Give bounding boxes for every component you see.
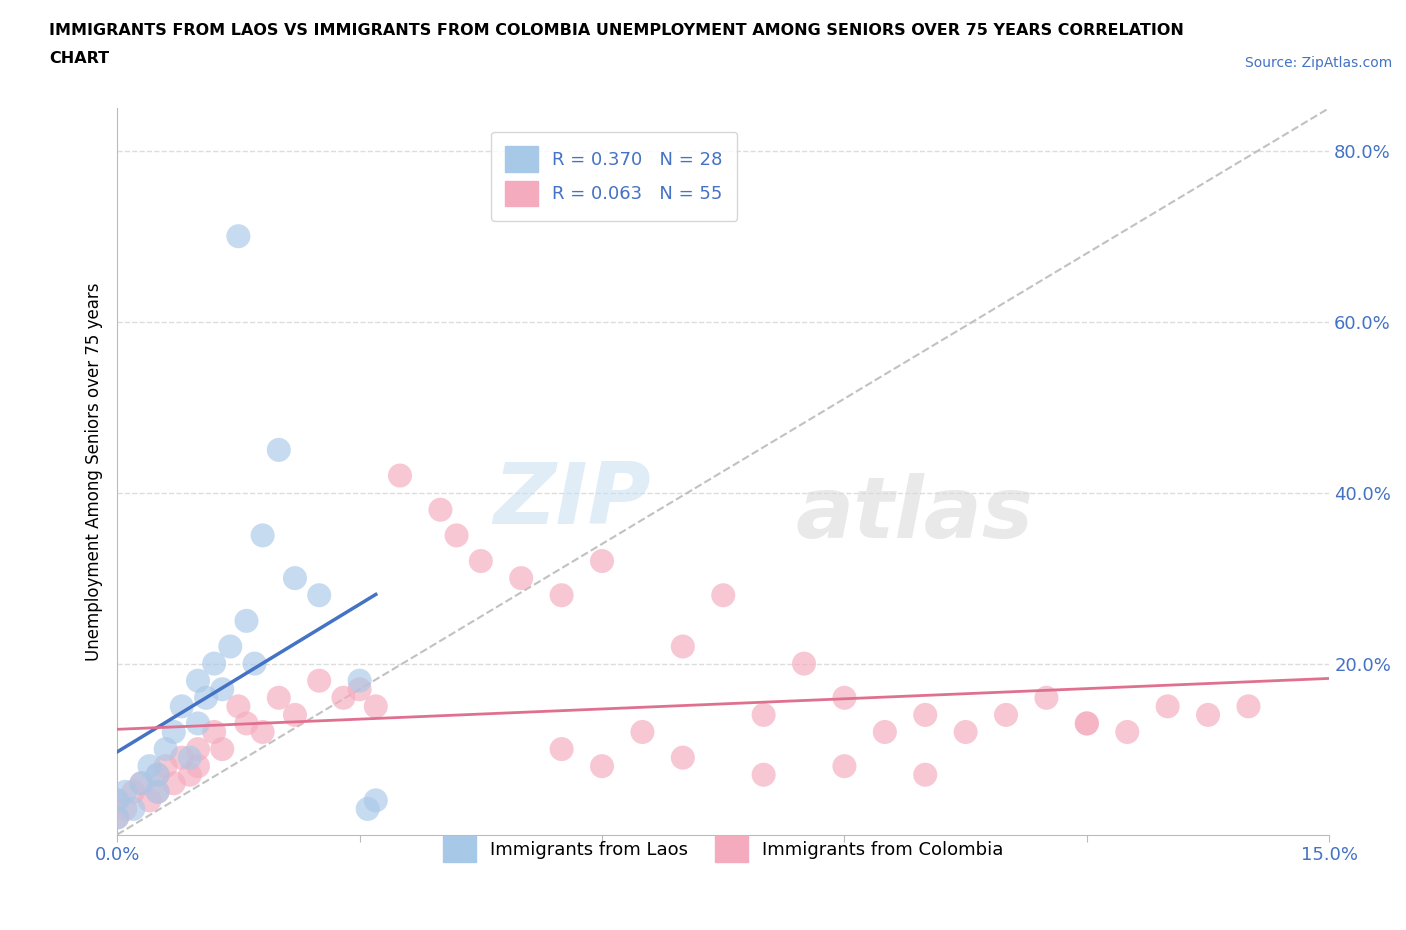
Point xyxy=(873,724,896,739)
Point xyxy=(591,759,613,774)
Point xyxy=(170,699,193,714)
Point xyxy=(1076,716,1098,731)
Point xyxy=(179,767,201,782)
Point xyxy=(146,767,169,782)
Point xyxy=(243,657,266,671)
Legend: Immigrants from Laos, Immigrants from Colombia: Immigrants from Laos, Immigrants from Co… xyxy=(436,830,1011,870)
Point xyxy=(470,553,492,568)
Point xyxy=(711,588,734,603)
Point xyxy=(834,759,856,774)
Point xyxy=(914,767,936,782)
Point xyxy=(228,229,250,244)
Point xyxy=(187,741,209,756)
Point xyxy=(267,443,290,458)
Point xyxy=(308,673,330,688)
Point xyxy=(752,708,775,723)
Text: IMMIGRANTS FROM LAOS VS IMMIGRANTS FROM COLOMBIA UNEMPLOYMENT AMONG SENIORS OVER: IMMIGRANTS FROM LAOS VS IMMIGRANTS FROM … xyxy=(49,23,1184,38)
Point xyxy=(550,588,572,603)
Text: ZIP: ZIP xyxy=(494,458,651,542)
Point xyxy=(252,724,274,739)
Text: CHART: CHART xyxy=(49,51,110,66)
Point xyxy=(179,751,201,765)
Point xyxy=(114,802,136,817)
Point xyxy=(834,690,856,705)
Point xyxy=(187,716,209,731)
Point xyxy=(284,708,307,723)
Point xyxy=(155,759,177,774)
Point xyxy=(105,793,128,808)
Point xyxy=(284,571,307,586)
Point xyxy=(105,810,128,825)
Point xyxy=(672,751,695,765)
Point xyxy=(163,776,186,790)
Point xyxy=(146,784,169,799)
Point xyxy=(114,784,136,799)
Point xyxy=(631,724,654,739)
Y-axis label: Unemployment Among Seniors over 75 years: Unemployment Among Seniors over 75 years xyxy=(86,282,103,660)
Point xyxy=(332,690,354,705)
Point xyxy=(105,810,128,825)
Point xyxy=(122,802,145,817)
Point xyxy=(138,759,160,774)
Point xyxy=(672,639,695,654)
Point xyxy=(187,759,209,774)
Point xyxy=(914,708,936,723)
Point xyxy=(155,741,177,756)
Point xyxy=(955,724,977,739)
Point xyxy=(364,793,387,808)
Point xyxy=(1116,724,1139,739)
Point xyxy=(195,690,218,705)
Point xyxy=(211,741,233,756)
Point xyxy=(995,708,1018,723)
Point xyxy=(446,528,468,543)
Point xyxy=(252,528,274,543)
Point xyxy=(357,802,380,817)
Point xyxy=(235,716,257,731)
Point xyxy=(163,724,186,739)
Point xyxy=(122,784,145,799)
Point xyxy=(510,571,533,586)
Point xyxy=(364,699,387,714)
Point xyxy=(219,639,242,654)
Point xyxy=(202,724,225,739)
Point xyxy=(131,776,153,790)
Point xyxy=(131,776,153,790)
Text: atlas: atlas xyxy=(796,473,1033,556)
Point xyxy=(105,793,128,808)
Point xyxy=(267,690,290,705)
Text: Source: ZipAtlas.com: Source: ZipAtlas.com xyxy=(1244,56,1392,70)
Point xyxy=(235,614,257,629)
Point xyxy=(793,657,815,671)
Point xyxy=(1237,699,1260,714)
Point xyxy=(170,751,193,765)
Point xyxy=(1197,708,1219,723)
Point xyxy=(429,502,451,517)
Point xyxy=(591,553,613,568)
Point xyxy=(388,468,411,483)
Point xyxy=(146,767,169,782)
Point xyxy=(349,673,371,688)
Point xyxy=(211,682,233,697)
Point xyxy=(187,673,209,688)
Point xyxy=(202,657,225,671)
Point xyxy=(349,682,371,697)
Point xyxy=(550,741,572,756)
Point xyxy=(1076,716,1098,731)
Point xyxy=(146,784,169,799)
Point xyxy=(1156,699,1178,714)
Point xyxy=(1035,690,1057,705)
Point xyxy=(228,699,250,714)
Point xyxy=(308,588,330,603)
Point xyxy=(752,767,775,782)
Point xyxy=(138,793,160,808)
